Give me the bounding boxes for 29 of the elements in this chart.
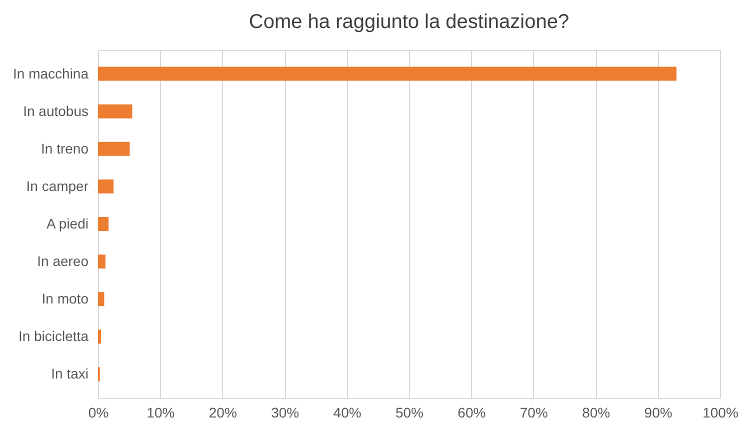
y-tick-label: In macchina xyxy=(13,65,89,82)
y-tick-label: In autobus xyxy=(23,102,88,119)
x-tick-label: 80% xyxy=(582,404,610,420)
y-tick-label: In moto xyxy=(42,290,89,307)
bar xyxy=(98,142,130,156)
x-tick-label: 10% xyxy=(146,404,175,420)
x-tick-label: 30% xyxy=(271,404,300,420)
bar xyxy=(98,330,102,344)
bar xyxy=(98,217,109,231)
y-tick-label: In treno xyxy=(41,140,89,156)
x-tick-label: 50% xyxy=(395,404,424,420)
x-tick-label: 70% xyxy=(520,404,548,420)
y-tick-label: In bicicletta xyxy=(18,328,89,344)
y-tick-label: In taxi xyxy=(51,366,88,382)
chart-title: Come ha raggiunto la destinazione? xyxy=(248,11,570,33)
bar xyxy=(98,254,106,269)
bar xyxy=(98,104,132,118)
y-tick-label: In camper xyxy=(26,178,89,194)
y-tick-label: A piedi xyxy=(46,216,88,232)
x-tick-label: 0% xyxy=(88,404,109,420)
x-tick-label: 40% xyxy=(333,404,362,420)
bar xyxy=(98,292,104,306)
bar xyxy=(98,66,676,81)
x-tick-label: 90% xyxy=(644,404,672,420)
x-tick-label: 20% xyxy=(208,404,237,420)
y-tick-label: In aereo xyxy=(37,253,89,270)
x-tick-label: 100% xyxy=(702,404,738,420)
bar xyxy=(98,179,114,194)
x-tick-label: 60% xyxy=(458,404,486,420)
